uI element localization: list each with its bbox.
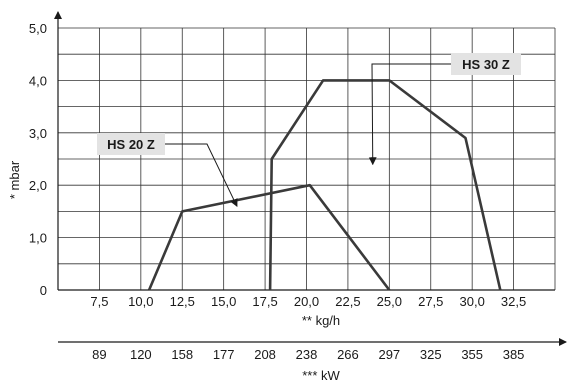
callout-label: HS 30 Z [462, 57, 510, 72]
y-axis-title: * mbar [7, 160, 22, 199]
x-tick-label: 10,0 [128, 294, 153, 309]
x2-tick-label: 297 [378, 347, 400, 362]
callout-arrow [165, 143, 238, 208]
series-line [268, 79, 502, 291]
callout-arrow [368, 63, 451, 166]
x2-tick-label: 355 [461, 347, 483, 362]
x-tick-label: 12,5 [170, 294, 195, 309]
y-tick-label: 1,0 [29, 231, 47, 246]
callouts: HS 20 Z HS 30 Z [97, 53, 521, 208]
x-tick-label: 25,0 [377, 294, 402, 309]
x-tick-label: 15,0 [211, 294, 236, 309]
axes [54, 11, 567, 346]
x-tick-label: 7,5 [90, 294, 108, 309]
x-tick-label: 20,0 [294, 294, 319, 309]
callout-box [97, 133, 165, 155]
labels: 0 1,0 2,0 3,0 4,0 5,0 7,5 10,0 12,5 15,0 17,5 20,0 2… [7, 21, 526, 382]
x2-tick-label: 325 [420, 347, 442, 362]
y-tick-label: 5,0 [29, 21, 47, 36]
callout-box [451, 53, 521, 75]
y-tick-label: 3,0 [29, 126, 47, 141]
x2-tick-label: 208 [254, 347, 276, 362]
callout-label: HS 20 Z [107, 137, 155, 152]
y-tick-label: 4,0 [29, 73, 47, 88]
x2-tick-label: 89 [92, 347, 106, 362]
y-tick-label: 2,0 [29, 178, 47, 193]
x-tick-label: 17,5 [252, 294, 277, 309]
x2-tick-label: 238 [296, 347, 318, 362]
x-tick-label: 32,5 [501, 294, 526, 309]
series-layer [147, 79, 502, 291]
x-tick-label: 27,5 [418, 294, 443, 309]
series-line [147, 183, 391, 291]
x2-tick-label: 177 [213, 347, 235, 362]
x-tick-label: 22,5 [335, 294, 360, 309]
y-tick-label: 0 [40, 283, 47, 298]
x2-tick-label: 385 [503, 347, 525, 362]
x-axis-title: ** kg/h [302, 313, 340, 328]
x2-tick-label: 266 [337, 347, 359, 362]
x2-axis-title: *** kW [302, 368, 340, 382]
x2-tick-label: 158 [171, 347, 193, 362]
x2-tick-label: 120 [130, 347, 152, 362]
x-tick-label: 30,0 [460, 294, 485, 309]
